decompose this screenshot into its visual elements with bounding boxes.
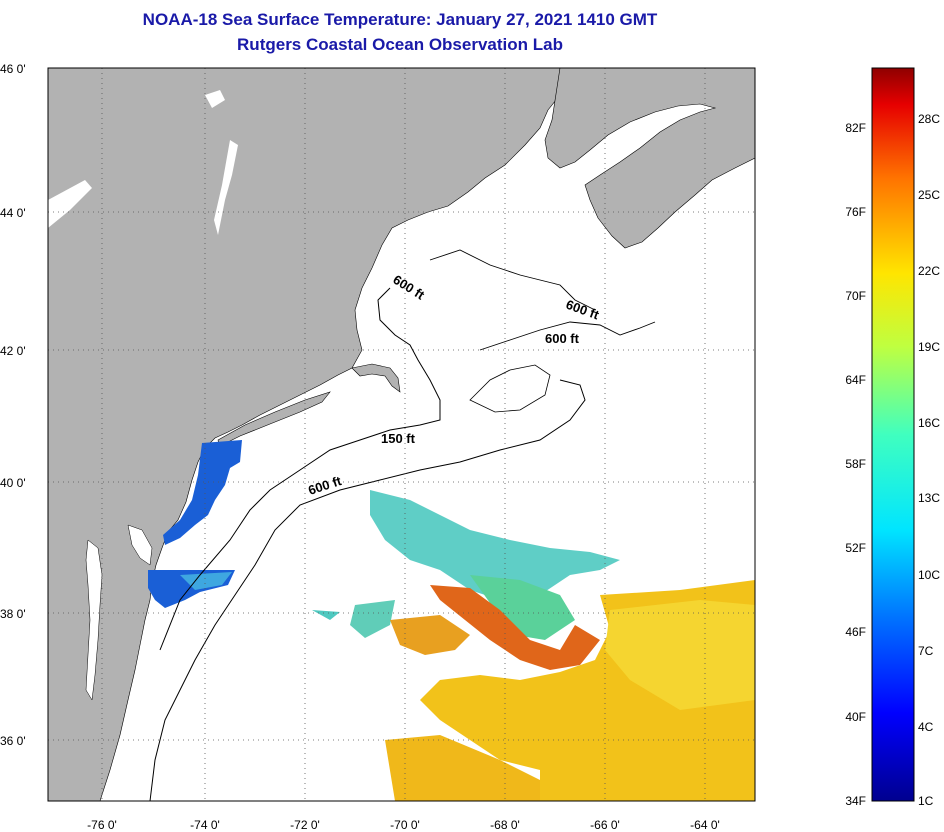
title-line-2: Rutgers Coastal Ocean Observation Lab (237, 35, 563, 54)
sst-warm-south (385, 735, 540, 801)
lat-label: 38 0' (0, 607, 26, 621)
contour-600ft-gom-inner (429, 249, 596, 311)
water-lake (214, 140, 238, 235)
lon-label: -70 0' (390, 818, 420, 832)
contour-150ft (159, 287, 441, 651)
cbar-f-label: 70F (845, 289, 866, 303)
colorbar (871, 67, 915, 802)
lat-label: 44 0' (0, 206, 26, 220)
title-line-1: NOAA-18 Sea Surface Temperature: January… (142, 10, 658, 29)
land-nova-scotia (544, 68, 755, 249)
sst-cool-patch (470, 575, 575, 640)
cbar-f-label: 52F (845, 541, 866, 555)
contour-600ft-gom (479, 321, 656, 351)
cbar-c-label: 22C (918, 264, 940, 278)
cbar-f-label: 76F (845, 205, 866, 219)
land-long-island (217, 391, 331, 447)
colorbar-celsius-labels: 1C 4C 7C 10C 13C 16C 19C 22C 25C 28C (918, 112, 940, 808)
sst-gulf-stream-edge (430, 585, 600, 670)
sst-cool-patch (350, 600, 395, 638)
lat-label: 36 0' (0, 734, 26, 748)
sst-cold-nj-shelf (163, 440, 242, 545)
cbar-f-label: 40F (845, 710, 866, 724)
cbar-c-label: 1C (918, 794, 934, 808)
lon-label: -72 0' (290, 818, 320, 832)
sst-cool-delmarva (180, 572, 232, 590)
cbar-f-label: 64F (845, 373, 866, 387)
lon-label: -64 0' (690, 818, 720, 832)
sst-cool-slope (370, 490, 620, 605)
water-lake (205, 90, 225, 108)
map-frame (47, 67, 756, 802)
cbar-c-label: 4C (918, 720, 934, 734)
contour-georges (469, 364, 551, 413)
cbar-f-label: 34F (845, 794, 866, 808)
land-mainland (48, 68, 561, 801)
water-chesapeake-bay (85, 539, 103, 701)
sst-cool-patch (312, 610, 340, 620)
contour-label-150ft: 150 ft (381, 431, 416, 446)
lon-label: -68 0' (490, 818, 520, 832)
cbar-c-label: 25C (918, 188, 940, 202)
colorbar-fahrenheit-labels: 34F 40F 46F 52F 58F 64F 70F 76F 82F (845, 121, 866, 808)
water-lake (48, 180, 92, 228)
lon-label: -76 0' (87, 818, 117, 832)
grid-lines (48, 68, 755, 801)
lon-label: -66 0' (590, 818, 620, 832)
cbar-c-label: 16C (918, 416, 940, 430)
sst-warm-orange (390, 615, 470, 655)
cbar-c-label: 10C (918, 568, 940, 582)
cbar-f-label: 82F (845, 121, 866, 135)
contour-label-600ft-3: 600 ft (545, 331, 580, 346)
contour-600ft (149, 379, 586, 801)
cbar-c-label: 7C (918, 644, 934, 658)
lat-label: 42 0' (0, 344, 26, 358)
cbar-c-label: 28C (918, 112, 940, 126)
cbar-f-label: 58F (845, 457, 866, 471)
cbar-f-label: 46F (845, 625, 866, 639)
cbar-c-label: 13C (918, 491, 940, 505)
lat-label: 40 0' (0, 476, 26, 490)
land-cape-cod (351, 363, 401, 393)
water-delaware-bay (127, 524, 153, 566)
sst-warm-yellow (605, 600, 755, 710)
lat-label: 46 0' (0, 62, 26, 76)
cbar-c-label: 19C (918, 340, 940, 354)
lon-label: -74 0' (190, 818, 220, 832)
